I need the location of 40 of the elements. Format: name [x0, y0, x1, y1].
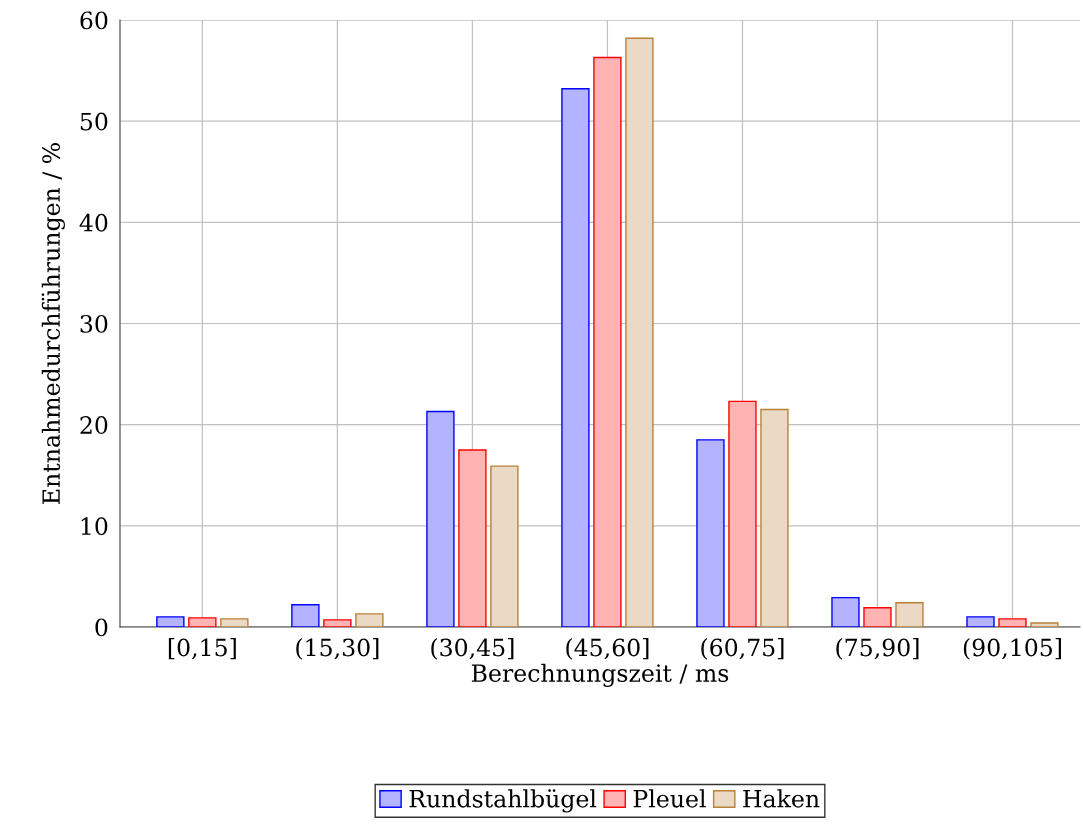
- bar: [831, 596, 860, 627]
- x-tick-label: (45,60]: [566, 638, 649, 660]
- legend-label: Haken: [743, 789, 820, 808]
- legend-label: Pleuel: [633, 789, 706, 808]
- bar: [895, 602, 924, 627]
- y-tick-label: 60: [80, 11, 108, 30]
- x-tick-label: (15,30]: [296, 638, 379, 660]
- y-tick-label: 20: [80, 416, 108, 434]
- bar: [561, 88, 590, 627]
- bar: [291, 604, 320, 627]
- bar: [863, 607, 892, 627]
- bar: [458, 449, 487, 627]
- x-tick-label: (60,75]: [701, 638, 784, 660]
- bar: [625, 37, 654, 627]
- legend-label: Rundstahlbügel: [409, 789, 597, 813]
- y-axis-title: Entnahmedurchführungen / %: [41, 143, 65, 504]
- bar: [426, 410, 455, 627]
- bar: [490, 465, 519, 627]
- x-tick-label: (75,90]: [836, 638, 919, 660]
- y-tick-label: 0: [95, 618, 108, 637]
- bar: [760, 408, 789, 627]
- x-tick-label: (90,105]: [963, 638, 1061, 660]
- bar: [220, 618, 249, 627]
- bar: [998, 618, 1027, 627]
- bar: [323, 619, 352, 627]
- bar: [355, 613, 384, 627]
- x-axis-title: Berechnungszeit / ms: [471, 663, 729, 687]
- x-tick-label: [0,15]: [168, 638, 236, 660]
- y-tick-label: 50: [80, 112, 108, 131]
- bar: [728, 400, 757, 627]
- bar: [593, 56, 622, 627]
- y-tick-label: 30: [80, 314, 108, 333]
- bar: [188, 617, 217, 627]
- bar: [696, 439, 725, 627]
- y-tick-label: 10: [81, 517, 108, 536]
- bar: [966, 616, 995, 627]
- y-tick-label: 40: [79, 213, 108, 232]
- bar: [1030, 622, 1059, 627]
- x-tick-label: (30,45]: [431, 638, 514, 660]
- bar: [156, 616, 185, 627]
